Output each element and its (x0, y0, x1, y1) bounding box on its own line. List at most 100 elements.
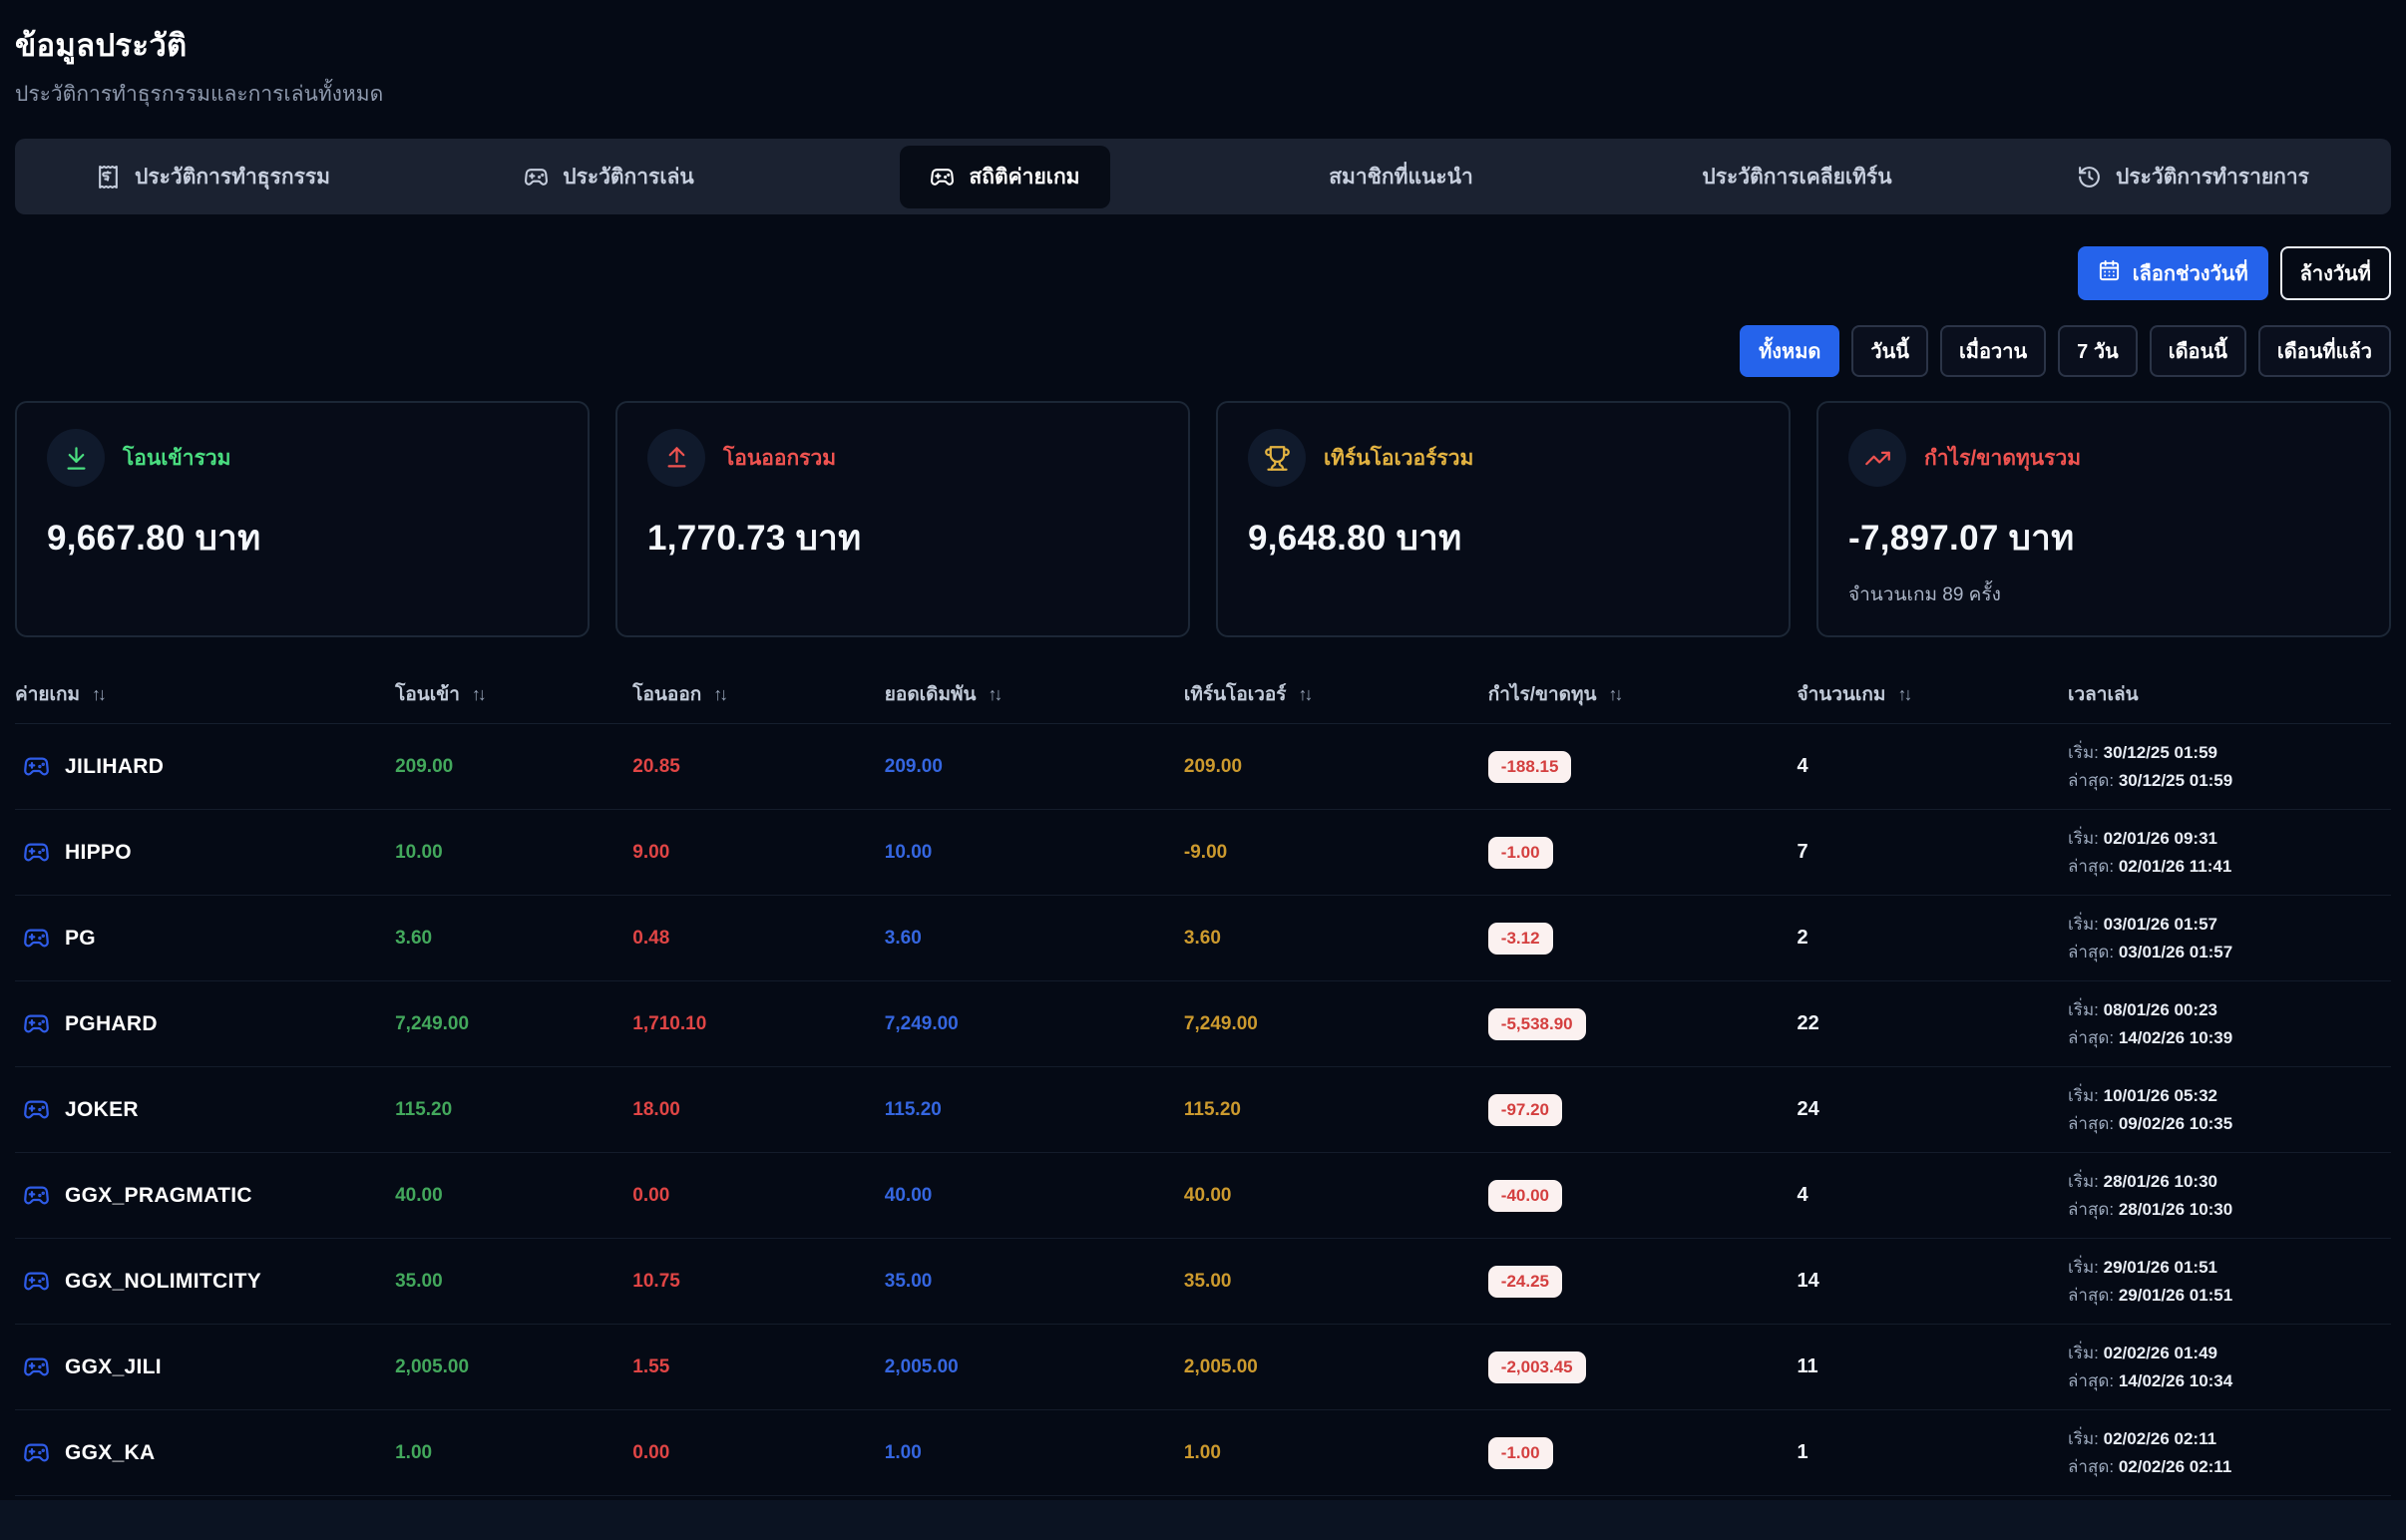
gamepad-icon (23, 1353, 50, 1380)
game-provider-cell: GGX_JILI (15, 1353, 395, 1380)
games-count-value: 4 (1797, 755, 1808, 777)
filter-last-month[interactable]: เดือนที่แล้ว (2257, 325, 2391, 377)
column-header-bet-amount[interactable]: ยอดเดิมพัน ↑↓ (884, 683, 1003, 706)
column-header-transfer-out[interactable]: โอนออก ↑↓ (632, 683, 728, 706)
clear-date-label: ล้างวันที่ (2299, 263, 2371, 285)
games-count-value: 22 (1797, 1012, 1819, 1034)
game-provider-cell: PGHARD (15, 1010, 395, 1037)
tab-activity-history[interactable]: ประวัติการทำรายการ (1995, 139, 2391, 214)
tab-transaction-history[interactable]: ประวัติการทำธุรกรรม (15, 139, 411, 214)
profit-loss-badge: -2,003.45 (1487, 1350, 1586, 1383)
calendar-icon (2098, 259, 2121, 288)
start-time-prefix: เริ่ม: (2068, 1086, 2099, 1106)
transfer-out-value: 9.00 (632, 841, 670, 863)
pick-date-range-label: เลือกช่วงวันที่ (2132, 263, 2248, 285)
last-time-value: 14/02/26 10:39 (2118, 1027, 2233, 1047)
sort-icon[interactable]: ↑↓ (1608, 683, 1624, 704)
tab-label: สมาชิกที่แนะนำ (1329, 165, 1473, 189)
gamepad-icon (23, 925, 50, 952)
last-time-prefix: ล่าสุด: (2068, 1113, 2115, 1133)
tab-label: ประวัติการทำรายการ (2116, 165, 2309, 189)
column-header-profit-loss[interactable]: กำไร/ขาดทุน ↑↓ (1487, 683, 1624, 706)
game-provider-cell: JOKER (15, 1096, 395, 1123)
date-controls: เลือกช่วงวันที่ ล้างวันที่ (15, 246, 2391, 300)
last-time-prefix: ล่าสุด: (2068, 1285, 2115, 1305)
table-row: JILIHARD 209.00 20.85 209.00 209.00 -188… (15, 724, 2391, 810)
transfer-out-value: 20.85 (632, 755, 680, 777)
column-header-games-count[interactable]: จำนวนเกม ↑↓ (1797, 683, 1912, 706)
card-label: เทิร์นโอเวอร์รวม (1324, 446, 1474, 470)
tab-label: ประวัติการทำธุรกรรม (135, 165, 330, 189)
filter-all[interactable]: ทั้งหมด (1740, 325, 1840, 377)
tab-referred-members[interactable]: สมาชิกที่แนะนำ (1203, 139, 1599, 214)
card-games-count: จำนวนเกม 89 ครั้ง (1848, 584, 2001, 605)
card-value: 9,667.80 บาท (47, 519, 261, 558)
clear-date-button[interactable]: ล้างวันที่ (2279, 246, 2391, 300)
play-time-cell: เริ่ม: 02/01/26 09:31 ล่าสุด: 02/01/26 1… (2068, 825, 2391, 879)
gamepad-icon (23, 1096, 50, 1123)
card-value: -7,897.07 บาท (1848, 519, 2075, 558)
start-time-prefix: เริ่ม: (2068, 829, 2099, 849)
filter-today[interactable]: วันนี้ (1851, 325, 1928, 377)
card-total-transfer-out: โอนออกรวม 1,770.73 บาท (615, 401, 1190, 637)
table-row: PGHARD 7,249.00 1,710.10 7,249.00 7,249.… (15, 981, 2391, 1067)
column-header-play-time: เวลาเล่น (2068, 684, 2139, 705)
pick-date-range-button[interactable]: เลือกช่วงวันที่ (2077, 246, 2268, 300)
gamepad-icon (23, 1010, 50, 1037)
sort-icon[interactable]: ↑↓ (1897, 683, 1912, 704)
start-time-prefix: เริ่ม: (2068, 1000, 2099, 1020)
sort-icon[interactable]: ↑↓ (471, 683, 487, 704)
games-count-value: 24 (1797, 1098, 1819, 1120)
table-body: JILIHARD 209.00 20.85 209.00 209.00 -188… (15, 724, 2391, 1496)
turnover-value: -9.00 (1183, 841, 1228, 863)
sort-icon[interactable]: ↑↓ (988, 683, 1003, 704)
tab-turnover-clear-history[interactable]: ประวัติการเคลียเทิร์น (1599, 139, 1995, 214)
table-row: GGX_NOLIMITCITY 35.00 10.75 35.00 35.00 … (15, 1239, 2391, 1325)
filter-7-days[interactable]: 7 วัน (2058, 325, 2138, 377)
start-time-prefix: เริ่ม: (2068, 915, 2099, 935)
bet-amount-value: 209.00 (884, 755, 943, 777)
start-time-value: 10/01/26 05:32 (2103, 1086, 2217, 1106)
transfer-out-value: 1,710.10 (632, 1012, 707, 1034)
column-header-transfer-in[interactable]: โอนเข้า ↑↓ (395, 683, 487, 706)
last-time-prefix: ล่าสุด: (2068, 942, 2115, 962)
games-count-value: 11 (1797, 1355, 1818, 1377)
transfer-out-value: 18.00 (632, 1098, 680, 1120)
last-time-prefix: ล่าสุด: (2068, 1456, 2115, 1476)
table-row: GGX_PRAGMATIC 40.00 0.00 40.00 40.00 -40… (15, 1153, 2391, 1239)
game-provider-cell: GGX_PRAGMATIC (15, 1182, 395, 1209)
bet-amount-value: 10.00 (884, 841, 933, 863)
filter-this-month[interactable]: เดือนนี้ (2149, 325, 2246, 377)
tab-game-provider-stats[interactable]: สถิติค่ายเกม (807, 139, 1203, 214)
games-count-value: 7 (1797, 841, 1808, 863)
games-count-value: 4 (1797, 1184, 1808, 1206)
arrow-down-to-line-icon (47, 429, 105, 487)
filter-yesterday[interactable]: เมื่อวาน (1939, 325, 2047, 377)
profit-loss-badge: -3.12 (1487, 922, 1553, 955)
play-time-cell: เริ่ม: 08/01/26 00:23 ล่าสุด: 14/02/26 1… (2068, 996, 2391, 1050)
turnover-value: 3.60 (1183, 927, 1221, 949)
games-count-value: 1 (1797, 1441, 1808, 1463)
tab-play-history[interactable]: ประวัติการเล่น (411, 139, 807, 214)
table-row: GGX_JILI 2,005.00 1.55 2,005.00 2,005.00… (15, 1325, 2391, 1410)
play-time-cell: เริ่ม: 02/02/26 01:49 ล่าสุด: 14/02/26 1… (2068, 1340, 2391, 1393)
sort-icon[interactable]: ↑↓ (92, 683, 107, 704)
gamepad-icon (930, 165, 955, 190)
gamepad-icon (23, 1268, 50, 1295)
turnover-value: 209.00 (1183, 755, 1243, 777)
transfer-out-value: 0.00 (632, 1441, 670, 1463)
table-row: GGX_KA 1.00 0.00 1.00 1.00 -1.00 1 เริ่ม… (15, 1410, 2391, 1496)
start-time-prefix: เริ่ม: (2068, 1172, 2099, 1192)
column-header-provider[interactable]: ค่ายเกม ↑↓ (15, 683, 107, 706)
table-row: HIPPO 10.00 9.00 10.00 -9.00 -1.00 7 เริ… (15, 810, 2391, 896)
sort-icon[interactable]: ↑↓ (713, 683, 728, 704)
sort-icon[interactable]: ↑↓ (1298, 683, 1314, 704)
start-time-value: 02/02/26 01:49 (2103, 1344, 2217, 1363)
profit-loss-badge: -97.20 (1487, 1093, 1562, 1126)
table-header: ค่ายเกม ↑↓ โอนเข้า ↑↓ โอนออก ↑↓ ยอดเดิมพัน ↑… (15, 667, 2391, 724)
last-time-value: 02/01/26 11:41 (2118, 856, 2232, 876)
transfer-in-value: 10.00 (395, 841, 443, 863)
column-header-turnover[interactable]: เทิร์นโอเวอร์ ↑↓ (1183, 683, 1314, 706)
play-time-cell: เริ่ม: 03/01/26 01:57 ล่าสุด: 03/01/26 0… (2068, 911, 2391, 964)
game-provider-cell: PG (15, 925, 395, 952)
